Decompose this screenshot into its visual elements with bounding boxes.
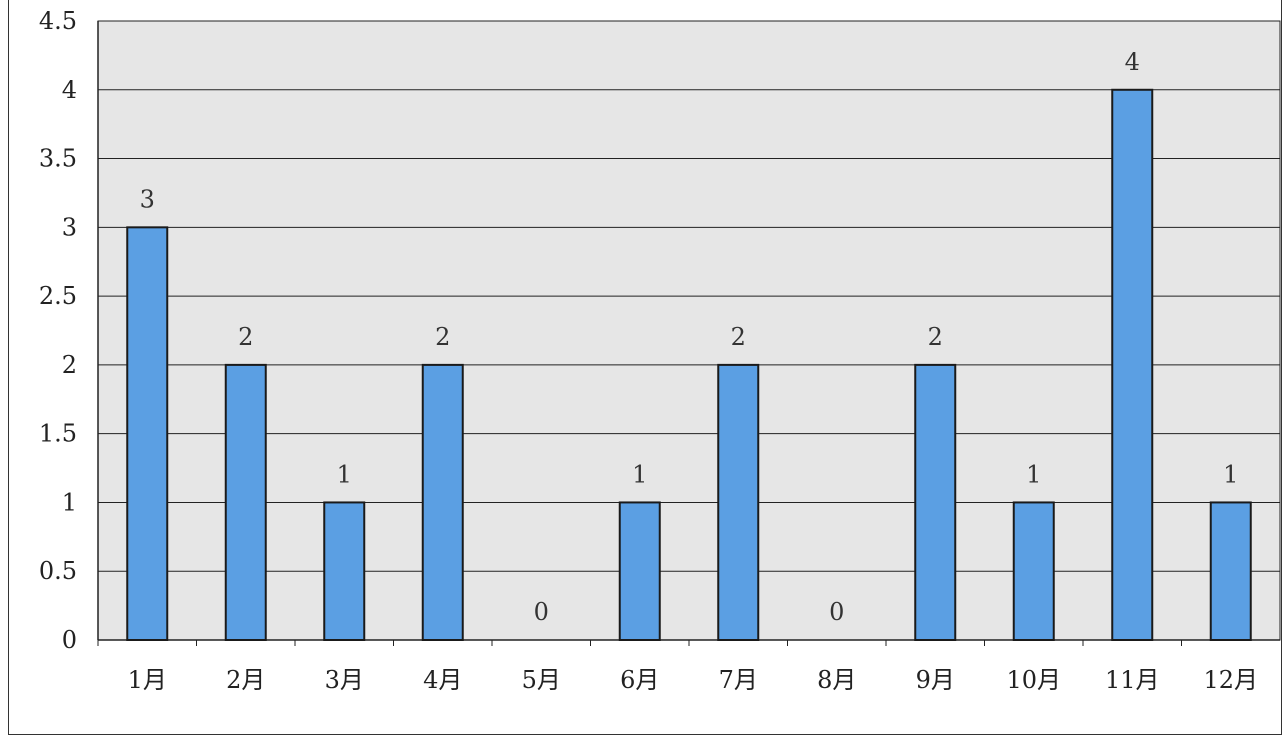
bar bbox=[224, 363, 267, 641]
bar bbox=[1012, 501, 1055, 642]
x-tick-label: 6月 bbox=[620, 666, 659, 694]
data-label: 1 bbox=[632, 460, 647, 488]
y-tick-label: 3.5 bbox=[39, 145, 77, 173]
y-tick-label: 1 bbox=[62, 488, 77, 516]
data-label: 1 bbox=[1026, 460, 1041, 488]
data-label: 2 bbox=[238, 323, 253, 351]
x-tick-label: 7月 bbox=[719, 666, 758, 694]
data-label: 2 bbox=[731, 323, 746, 351]
x-tick-label: 3月 bbox=[325, 666, 364, 694]
x-tick-label: 11月 bbox=[1105, 666, 1160, 694]
y-tick-label: 0 bbox=[62, 626, 77, 654]
bar bbox=[126, 226, 169, 641]
x-tick-label: 10月 bbox=[1006, 666, 1061, 694]
data-label: 2 bbox=[435, 323, 450, 351]
bar bbox=[717, 363, 760, 641]
bar bbox=[421, 363, 464, 641]
x-tick-label: 5月 bbox=[522, 666, 561, 694]
data-label: 4 bbox=[1125, 48, 1140, 76]
y-tick-label: 2.5 bbox=[39, 282, 77, 310]
bar bbox=[323, 501, 366, 642]
y-tick-label: 3 bbox=[62, 213, 77, 241]
data-label: 1 bbox=[1223, 460, 1238, 488]
x-tick-label: 8月 bbox=[817, 666, 856, 694]
x-tick-label: 9月 bbox=[916, 666, 955, 694]
plot-area bbox=[97, 20, 1281, 641]
bar bbox=[914, 363, 957, 641]
x-tick-label: 4月 bbox=[423, 666, 462, 694]
y-tick-label: 4.5 bbox=[39, 7, 77, 35]
x-tick-label: 2月 bbox=[226, 666, 265, 694]
data-label: 0 bbox=[829, 598, 844, 626]
bar bbox=[1209, 501, 1252, 642]
bar bbox=[1111, 88, 1154, 642]
data-label: 0 bbox=[534, 598, 549, 626]
data-label: 1 bbox=[337, 460, 352, 488]
data-label: 3 bbox=[140, 185, 155, 213]
y-tick-label: 0.5 bbox=[39, 557, 77, 585]
data-label: 2 bbox=[928, 323, 943, 351]
x-tick-label: 1月 bbox=[128, 666, 167, 694]
bar bbox=[618, 501, 661, 642]
y-tick-label: 2 bbox=[62, 351, 77, 379]
y-tick-label: 1.5 bbox=[39, 420, 77, 448]
y-tick-label: 4 bbox=[62, 76, 77, 104]
x-tick-label: 12月 bbox=[1203, 666, 1258, 694]
